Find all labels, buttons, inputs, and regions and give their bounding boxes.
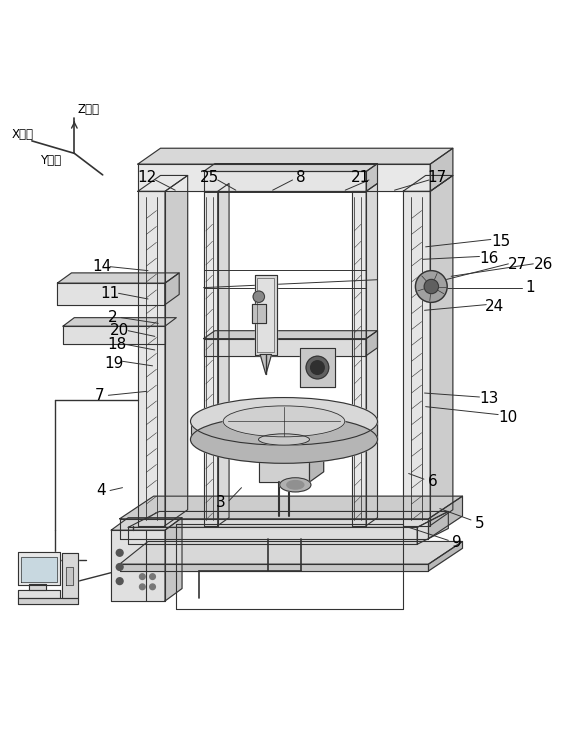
Polygon shape [128,511,448,528]
Text: 9: 9 [452,535,462,550]
Polygon shape [120,542,462,564]
Polygon shape [29,584,46,590]
Polygon shape [165,175,187,525]
Text: 21: 21 [351,169,370,185]
Circle shape [116,564,123,571]
Polygon shape [352,191,366,525]
Text: 18: 18 [107,337,127,351]
Polygon shape [417,511,448,545]
Polygon shape [403,175,453,191]
Polygon shape [66,567,73,585]
Text: 10: 10 [498,410,517,426]
Polygon shape [120,564,428,571]
Text: 12: 12 [137,169,157,185]
Polygon shape [203,331,378,339]
Text: 19: 19 [105,355,124,371]
Text: 3: 3 [216,496,225,510]
Polygon shape [165,273,179,305]
Circle shape [415,270,447,302]
Text: Y方向: Y方向 [40,155,61,167]
Circle shape [253,291,265,302]
Polygon shape [120,496,462,519]
Ellipse shape [287,481,304,489]
Circle shape [116,578,123,585]
Polygon shape [430,175,453,525]
Text: 26: 26 [534,258,553,273]
Polygon shape [366,331,378,356]
Polygon shape [190,421,378,440]
Ellipse shape [258,434,310,445]
Ellipse shape [190,398,378,445]
Polygon shape [120,519,428,539]
Polygon shape [138,175,187,191]
Polygon shape [111,518,182,531]
Polygon shape [403,191,430,525]
Circle shape [140,574,145,580]
Polygon shape [430,149,453,191]
Polygon shape [428,496,462,539]
Polygon shape [63,326,165,344]
Ellipse shape [223,406,345,437]
Circle shape [150,574,156,580]
Text: 25: 25 [199,169,219,185]
Polygon shape [252,303,266,323]
Text: X方向: X方向 [11,128,33,141]
Polygon shape [258,440,310,482]
Polygon shape [128,528,417,545]
Text: 20: 20 [110,323,130,338]
Circle shape [424,279,438,293]
Polygon shape [366,184,378,525]
Polygon shape [63,318,176,326]
Polygon shape [57,273,179,283]
Polygon shape [203,172,366,191]
Circle shape [150,584,156,590]
Text: 15: 15 [491,234,510,249]
Polygon shape [138,149,453,164]
Text: 6: 6 [428,475,437,490]
Polygon shape [203,163,378,172]
Text: 24: 24 [485,299,504,314]
Polygon shape [310,429,324,482]
Polygon shape [203,191,218,525]
Text: 1: 1 [525,280,535,295]
Polygon shape [300,348,335,387]
Polygon shape [18,598,78,604]
Polygon shape [366,163,378,191]
Polygon shape [111,531,165,601]
Polygon shape [430,276,440,296]
Text: 27: 27 [508,258,527,273]
Polygon shape [203,339,366,356]
Text: Z方向: Z方向 [77,103,99,116]
Text: 17: 17 [427,169,446,185]
Polygon shape [254,275,277,354]
Text: 14: 14 [92,259,111,274]
Text: 16: 16 [479,250,499,266]
Text: 8: 8 [296,169,306,185]
Text: 4: 4 [97,483,106,498]
Ellipse shape [280,478,311,492]
Polygon shape [428,542,462,571]
Polygon shape [165,518,182,601]
Polygon shape [218,184,229,525]
Circle shape [116,549,123,557]
Polygon shape [138,164,430,191]
Circle shape [306,356,329,379]
Text: 11: 11 [101,286,120,301]
Circle shape [140,584,145,590]
Text: 7: 7 [95,388,105,403]
Text: 13: 13 [479,392,499,406]
Text: 5: 5 [475,516,485,531]
Text: 2: 2 [108,310,118,325]
Polygon shape [21,557,57,582]
Polygon shape [18,552,60,585]
Polygon shape [138,191,165,525]
Polygon shape [57,283,165,305]
Polygon shape [18,590,60,598]
Polygon shape [260,354,272,374]
Ellipse shape [190,415,378,464]
Polygon shape [257,278,274,351]
Circle shape [311,361,324,374]
Polygon shape [62,553,78,598]
